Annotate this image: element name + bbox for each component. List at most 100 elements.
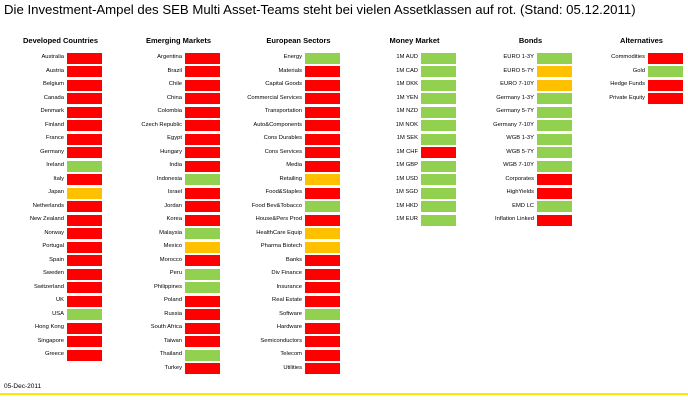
row-label: Norway bbox=[44, 229, 64, 236]
row-label: New Zealand bbox=[29, 216, 64, 222]
signal-cell-red bbox=[67, 255, 102, 266]
row-label: WGB 7-10Y bbox=[503, 162, 534, 168]
row-label: Singapore bbox=[37, 337, 64, 344]
column-header: Money Market bbox=[389, 36, 440, 45]
signal-cell-red bbox=[537, 214, 572, 226]
signal-cell-green bbox=[421, 174, 456, 185]
signal-cell-red bbox=[67, 295, 102, 307]
signal-cell-green bbox=[185, 174, 220, 185]
row-label: Energy bbox=[283, 54, 302, 60]
signal-cell-yellow bbox=[67, 187, 102, 199]
row-label: Greece bbox=[44, 351, 64, 357]
signal-cell-red bbox=[185, 214, 220, 226]
row-label: Telecom bbox=[280, 351, 302, 357]
row-label: Taiwan bbox=[163, 337, 182, 344]
row-label: France bbox=[45, 135, 64, 141]
signal-cell-red bbox=[185, 120, 220, 131]
row-label: Materials bbox=[278, 67, 302, 74]
row-label: Philippines bbox=[153, 283, 182, 290]
signal-cell-green bbox=[67, 160, 102, 172]
signal-cell-red bbox=[537, 174, 572, 185]
signal-cell-red bbox=[67, 120, 102, 131]
row-label: EMD LC bbox=[512, 202, 534, 209]
signal-cell-yellow bbox=[185, 241, 220, 253]
signal-cell-green bbox=[421, 52, 456, 64]
footer-date: 05-Dec-2011 bbox=[4, 383, 42, 390]
row-label: 1M CAD bbox=[396, 67, 418, 74]
row-label: Utilities bbox=[283, 364, 302, 371]
row-label: 1M EUR bbox=[396, 216, 418, 222]
row-label: Germany 7-10Y bbox=[493, 121, 534, 128]
row-label: HealthCare Equip bbox=[256, 229, 302, 236]
signal-cell-green bbox=[185, 349, 220, 361]
signal-cell-green bbox=[305, 52, 340, 64]
signal-cell-green bbox=[537, 133, 572, 145]
signal-cell-red bbox=[185, 66, 220, 77]
signal-cell-red bbox=[67, 52, 102, 64]
signal-cell-red bbox=[305, 322, 340, 334]
signal-cell-green bbox=[421, 160, 456, 172]
row-label: 1M SEK bbox=[396, 135, 418, 141]
signal-cell-red bbox=[305, 147, 340, 158]
row-label: 1M USD bbox=[396, 175, 418, 182]
row-label: Indonesia bbox=[156, 175, 182, 182]
signal-cell-red bbox=[67, 147, 102, 158]
row-label: South Africa bbox=[150, 324, 182, 330]
signal-cell-red bbox=[305, 66, 340, 77]
row-label: Jordan bbox=[164, 202, 182, 209]
row-label: Brazil bbox=[167, 67, 183, 74]
row-label: Turkey bbox=[164, 364, 182, 371]
row-label: Peru bbox=[169, 270, 182, 276]
signal-cell-green bbox=[537, 93, 572, 104]
signal-cell-red bbox=[648, 93, 683, 104]
row-label: Media bbox=[286, 162, 302, 168]
row-label: Czech Republic bbox=[141, 121, 182, 128]
signal-cell-red bbox=[185, 309, 220, 320]
row-label: Software bbox=[279, 310, 302, 317]
row-label: EURO 7-10Y bbox=[500, 81, 534, 87]
row-label: Morocco bbox=[159, 256, 182, 263]
signal-cell-green bbox=[421, 201, 456, 212]
row-label: Netherlands bbox=[32, 202, 64, 209]
row-label: Germany 5-7Y bbox=[496, 108, 534, 114]
signal-cell-red bbox=[67, 349, 102, 361]
signal-cell-green bbox=[537, 52, 572, 64]
row-label: 1M GBP bbox=[396, 162, 418, 168]
signal-cell-green bbox=[421, 120, 456, 131]
row-label: EURO 5-7Y bbox=[503, 67, 534, 74]
row-label: Chile bbox=[168, 81, 182, 87]
row-label: USA bbox=[52, 310, 64, 317]
row-label: Cons Durables bbox=[263, 135, 302, 141]
signal-cell-green bbox=[537, 147, 572, 158]
row-label: Hedge Funds bbox=[610, 81, 645, 87]
signal-cell-red bbox=[185, 201, 220, 212]
signal-cell-red bbox=[185, 160, 220, 172]
signal-cell-red bbox=[185, 336, 220, 347]
signal-cell-red bbox=[185, 322, 220, 334]
column-header: Developed Countries bbox=[22, 36, 98, 45]
signal-cell-green bbox=[67, 309, 102, 320]
row-label: Transportation bbox=[264, 108, 302, 114]
signal-cell-red bbox=[185, 187, 220, 199]
row-label: Egypt bbox=[167, 135, 182, 141]
signal-cell-red bbox=[67, 106, 102, 118]
chart-title: Die Investment-Ampel des SEB Multi Asset… bbox=[4, 2, 636, 17]
signal-cell-green bbox=[537, 106, 572, 118]
row-label: Portugal bbox=[42, 243, 64, 249]
signal-cell-red bbox=[185, 93, 220, 104]
row-label: Cons Services bbox=[264, 148, 302, 155]
row-label: India bbox=[169, 162, 182, 168]
row-label: Finland bbox=[44, 121, 64, 128]
signal-cell-green bbox=[421, 93, 456, 104]
signal-cell-red bbox=[305, 160, 340, 172]
row-label: Denmark bbox=[40, 108, 64, 114]
signal-cell-yellow bbox=[305, 241, 340, 253]
signal-cell-red bbox=[305, 133, 340, 145]
signal-cell-green bbox=[185, 268, 220, 280]
signal-cell-red bbox=[185, 295, 220, 307]
row-label: Ireland bbox=[46, 162, 64, 168]
signal-cell-red bbox=[305, 79, 340, 91]
row-label: Germany bbox=[40, 148, 64, 155]
signal-cell-red bbox=[67, 133, 102, 145]
signal-cell-green bbox=[421, 66, 456, 77]
